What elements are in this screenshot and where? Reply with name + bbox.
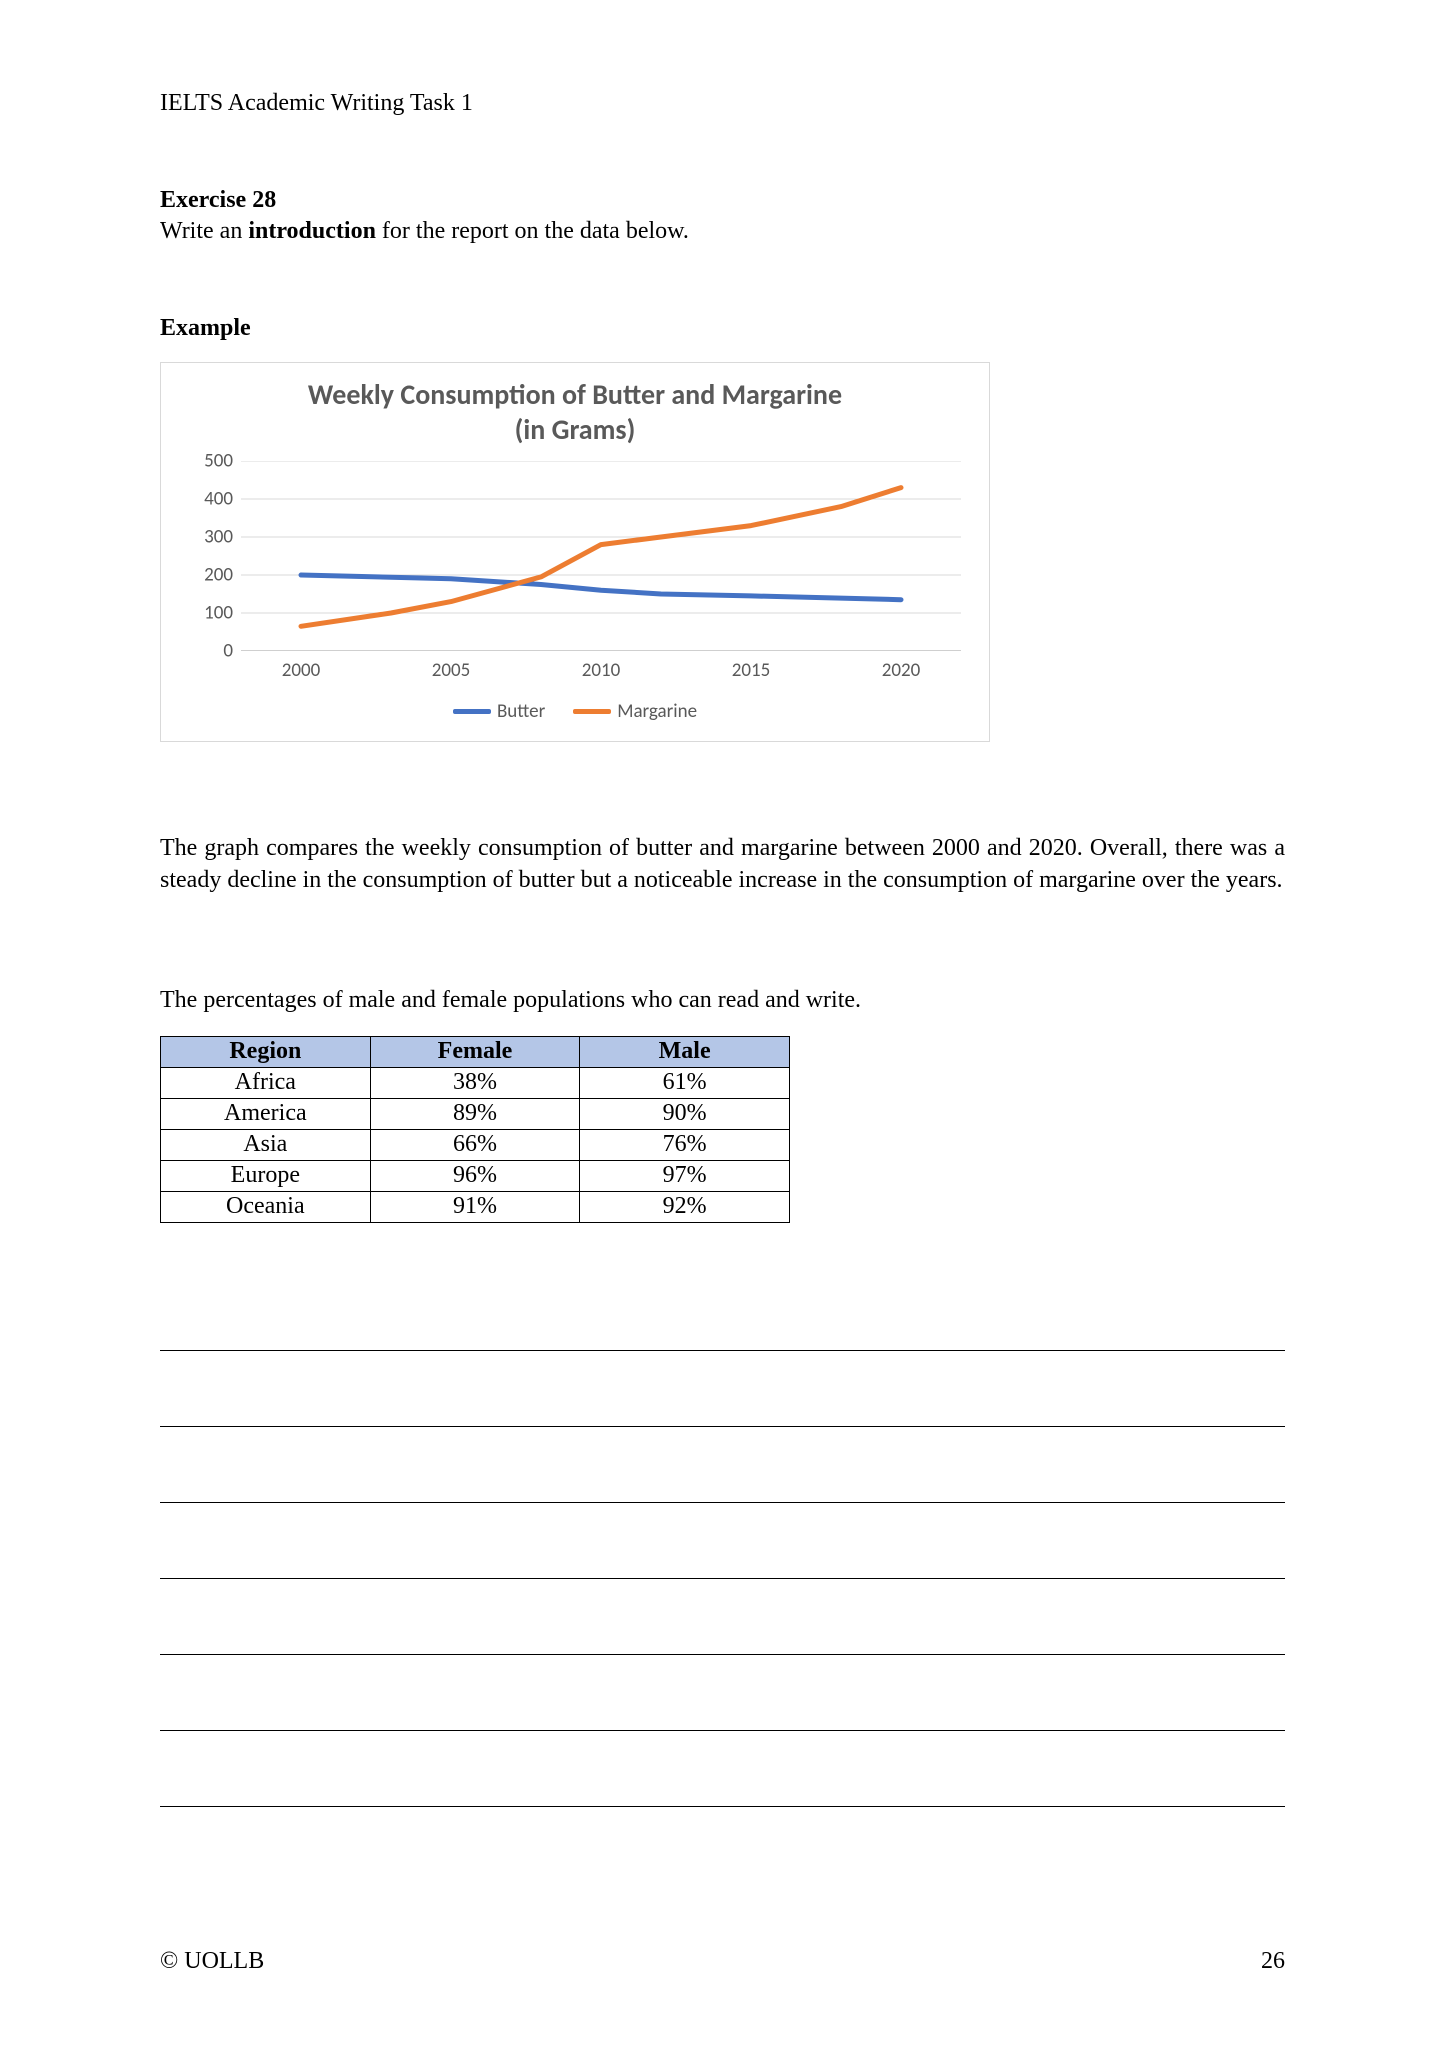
x-axis-ticks: 2000 2005 2010 2015 2020 (241, 657, 961, 687)
table-row: America89%90% (161, 1098, 790, 1129)
table-cell: 92% (580, 1191, 790, 1222)
table-cell: 61% (580, 1067, 790, 1098)
x-tick-label: 2010 (582, 659, 621, 682)
table-cell: 96% (370, 1160, 580, 1191)
chart-title-line1: Weekly Consumption of Butter and Margari… (308, 377, 842, 412)
legend-item: Margarine (573, 700, 697, 723)
legend-item: Butter (453, 700, 545, 723)
y-tick-label: 300 (204, 526, 233, 549)
y-tick-label: 500 (204, 450, 233, 473)
x-tick-label: 2000 (282, 659, 321, 682)
table-cell: 76% (580, 1129, 790, 1160)
plot-area: 0100200300400500 20002005201020152020 (185, 461, 965, 687)
table-cell: 66% (370, 1129, 580, 1160)
footer-left: © UOLLB (160, 1948, 264, 1975)
example-heading: Example (160, 315, 1285, 342)
body-paragraph: The graph compares the weekly consumptio… (160, 832, 1285, 897)
exercise-heading: Exercise 28 (160, 187, 1285, 214)
answer-lines (160, 1313, 1285, 1807)
legend-swatch (453, 709, 491, 714)
table-header-cell: Male (580, 1036, 790, 1067)
chart-legend: Butter Margarine (185, 697, 965, 723)
footer-right: 26 (1261, 1948, 1285, 1975)
page-footer: © UOLLB 26 (160, 1948, 1285, 1975)
table-row: Africa38%61% (161, 1067, 790, 1098)
x-tick-label: 2005 (432, 659, 471, 682)
legend-label: Margarine (617, 700, 697, 723)
table-row: Europe96%97% (161, 1160, 790, 1191)
answer-line (160, 1541, 1285, 1579)
y-axis-ticks: 0100200300400500 (185, 461, 241, 651)
table-cell: America (161, 1098, 371, 1129)
table-cell: 89% (370, 1098, 580, 1129)
chart-title: Weekly Consumption of Butter and Margari… (185, 377, 965, 447)
table-row: Oceania91%92% (161, 1191, 790, 1222)
chart-container: Weekly Consumption of Butter and Margari… (160, 362, 990, 742)
y-tick-label: 400 (204, 488, 233, 511)
answer-line (160, 1313, 1285, 1351)
answer-line (160, 1465, 1285, 1503)
instruction-bold: introduction (248, 218, 376, 244)
table-cell: 97% (580, 1160, 790, 1191)
answer-line (160, 1769, 1285, 1807)
y-tick-label: 0 (223, 640, 233, 663)
table-intro: The percentages of male and female popul… (160, 987, 1285, 1014)
chart-plot (241, 461, 961, 651)
y-tick-label: 100 (204, 602, 233, 625)
table-cell: 90% (580, 1098, 790, 1129)
y-tick-label: 200 (204, 564, 233, 587)
instruction-pre: Write an (160, 218, 248, 244)
table-cell: Europe (161, 1160, 371, 1191)
table-row: Asia66%76% (161, 1129, 790, 1160)
x-tick-label: 2020 (882, 659, 921, 682)
table-cell: 91% (370, 1191, 580, 1222)
answer-line (160, 1617, 1285, 1655)
table-cell: Oceania (161, 1191, 371, 1222)
x-tick-label: 2015 (732, 659, 771, 682)
table-header-cell: Region (161, 1036, 371, 1067)
literacy-table: RegionFemaleMaleAfrica38%61%America89%90… (160, 1036, 790, 1223)
page-header: IELTS Academic Writing Task 1 (160, 90, 1285, 117)
legend-label: Butter (497, 700, 545, 723)
legend-swatch (573, 709, 611, 714)
table-cell: Africa (161, 1067, 371, 1098)
answer-line (160, 1389, 1285, 1427)
chart-title-line2: (in Grams) (515, 412, 636, 447)
table-cell: Asia (161, 1129, 371, 1160)
instruction-text: Write an introduction for the report on … (160, 218, 1285, 245)
table-header-cell: Female (370, 1036, 580, 1067)
answer-line (160, 1693, 1285, 1731)
instruction-post: for the report on the data below. (376, 218, 689, 244)
table-cell: 38% (370, 1067, 580, 1098)
